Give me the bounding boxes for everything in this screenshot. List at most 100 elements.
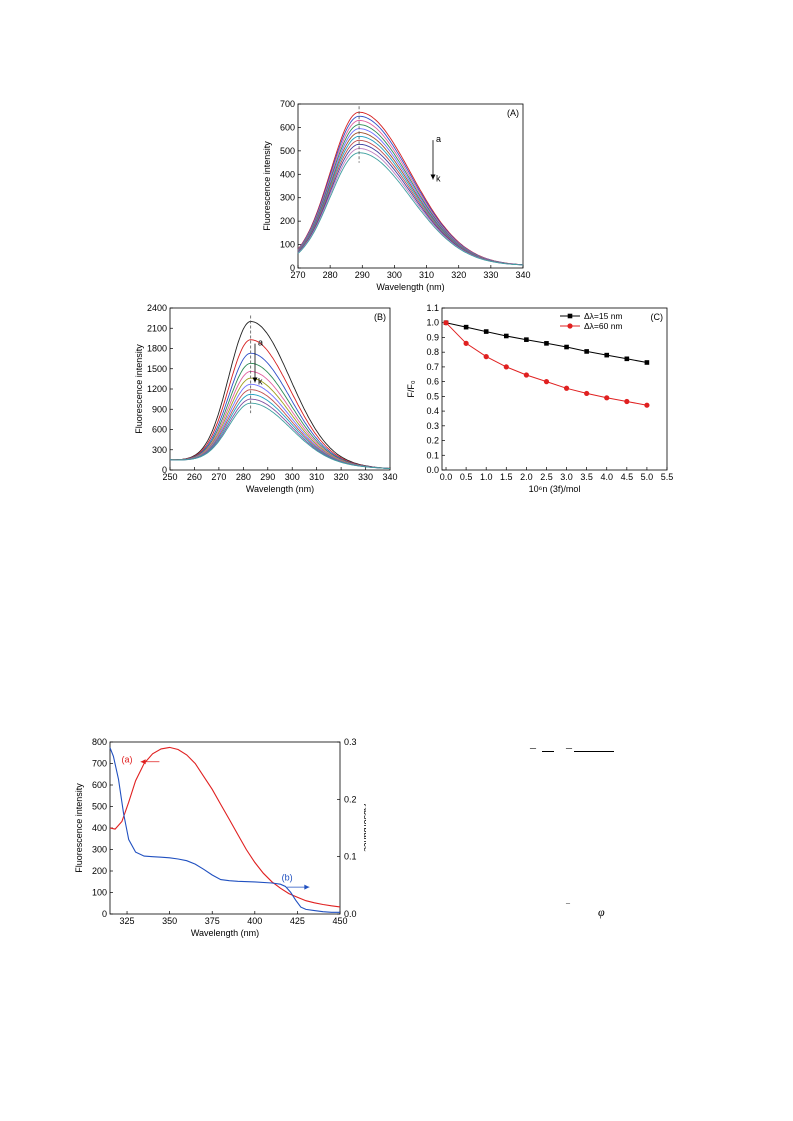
- y-tick-label: 0.4: [426, 406, 439, 416]
- x-tick-label: 4.5: [621, 472, 634, 482]
- data-point: [564, 344, 569, 350]
- x-tick-label: 270: [211, 472, 226, 482]
- spectrum-line: [297, 152, 524, 266]
- y-tick-label: 0.7: [426, 362, 439, 372]
- spectrum-line: [297, 143, 524, 266]
- x-axis-label: Wavelength (nm): [246, 484, 314, 494]
- x-tick-label: 400: [247, 916, 262, 926]
- x-tick-label: 330: [358, 472, 373, 482]
- y-tick-label: 1.0: [426, 318, 439, 328]
- y-tick-label: 600: [280, 122, 295, 132]
- y-axis-label: Fluorescence intensity: [74, 783, 84, 873]
- x-axis-label: Wavelength (nm): [191, 928, 259, 938]
- dash-fragment: –: [566, 740, 572, 754]
- plot-frame: [441, 307, 668, 471]
- panel-label: (B): [374, 312, 386, 322]
- arrow-head: [252, 377, 258, 383]
- panel-label: (A): [507, 108, 519, 118]
- data-point: [644, 402, 650, 408]
- data-point: [503, 333, 509, 339]
- y-tick-label: 700: [92, 759, 107, 769]
- y-tick-label: 0.8: [426, 347, 439, 357]
- data-point: [463, 324, 469, 330]
- x-tick-label: 1.0: [480, 472, 493, 482]
- y-tick-label: 0.3: [426, 421, 439, 431]
- arrow-label-k: k: [436, 173, 441, 183]
- data-point: [524, 337, 529, 342]
- data-point: [523, 372, 529, 378]
- y-axis-label: Fluorescence intensity: [262, 141, 272, 231]
- fraction-rule: [574, 751, 614, 752]
- data-point: [604, 395, 610, 401]
- x-tick-label: 3.5: [580, 472, 593, 482]
- fraction-rule: [542, 751, 554, 752]
- y-tick-label: 800: [92, 737, 107, 747]
- legend-marker: [567, 313, 573, 319]
- data-point: [584, 349, 589, 354]
- data-point: [543, 379, 550, 385]
- dash-fragment: –: [530, 740, 536, 754]
- y-tick-label: 0.1: [426, 450, 439, 460]
- spectrum-line: [170, 402, 390, 469]
- y-right-tick-label: 0.2: [344, 794, 357, 804]
- x-tick-label: 340: [515, 270, 530, 280]
- x-tick-label: 340: [382, 472, 397, 482]
- chart-c: 0.0 0.5 1.0 1.5 2.0 2.5 3.0 3.5 4.0 4.5 5.0 5.5 0.0 0…: [406, 303, 673, 494]
- arrow-b-head: [304, 884, 310, 890]
- y-tick-label: 600: [92, 780, 107, 790]
- y-tick-label: 200: [92, 866, 107, 876]
- x-tick-label: 300: [285, 472, 300, 482]
- spectrum-line: [170, 339, 391, 469]
- data-point: [624, 398, 630, 405]
- y-tick-label: 0.0: [426, 465, 439, 475]
- x-tick-label: 4.0: [600, 472, 613, 482]
- x-axis-label: 10⁶n (3f)/mol: [529, 484, 581, 494]
- legend-entry: Δλ=15 nm: [584, 311, 623, 321]
- x-tick-label: 280: [323, 270, 338, 280]
- x-tick-label: 270: [290, 270, 305, 280]
- x-tick-label: 2.0: [520, 472, 533, 482]
- y-tick-label: 400: [92, 823, 107, 833]
- y-tick-label: 2100: [147, 323, 167, 333]
- x-tick-label: 290: [260, 472, 275, 482]
- x-tick-label: 2.5: [540, 472, 553, 482]
- x-tick-label: 0.0: [440, 472, 453, 482]
- data-point: [483, 354, 489, 360]
- x-axis-label: Wavelength (nm): [376, 282, 444, 292]
- y-tick-label: 0.5: [426, 391, 439, 401]
- chart-b: 250 260 270 280 290 300 310 320 330 340 0 300 600 900…: [134, 303, 398, 494]
- x-tick-label: 290: [355, 270, 370, 280]
- series-label-b: (b): [282, 873, 293, 883]
- y-tick-label: 500: [280, 146, 295, 156]
- y-tick-label: 0: [102, 909, 107, 919]
- arrow-label-a: a: [258, 338, 263, 348]
- y-tick-label: 0.2: [426, 436, 439, 446]
- x-tick-label: 250: [162, 472, 177, 482]
- data-point: [443, 320, 449, 326]
- x-tick-label: 0.5: [460, 472, 473, 482]
- y-tick-label: 100: [92, 888, 107, 898]
- spectrum-line: [297, 132, 524, 266]
- x-tick-label: 260: [187, 472, 202, 482]
- chart-d: 325 350 375 400 425 450 0 100 200 300 400 500 600 700…: [74, 737, 366, 938]
- x-tick-label: 330: [483, 270, 498, 280]
- y-axis-label: F/F₀: [406, 380, 416, 397]
- y-tick-label: 200: [280, 216, 295, 226]
- y-tick-label: 1800: [147, 344, 167, 354]
- y-right-tick-label: 0.0: [344, 909, 357, 919]
- spectrum-line: [297, 139, 524, 266]
- arrow-label-a: a: [436, 134, 441, 144]
- data-point: [503, 364, 509, 370]
- x-tick-label: 3.0: [560, 472, 573, 482]
- y-tick-label: 0.6: [426, 377, 439, 387]
- phi-symbol: φ: [598, 905, 605, 919]
- data-point: [604, 352, 610, 358]
- x-tick-label: 375: [205, 916, 220, 926]
- series-line: [445, 322, 647, 406]
- y-right-axis-label: Absorbance: [362, 804, 366, 852]
- y-tick-label: 1.1: [426, 303, 439, 313]
- x-tick-label: 310: [419, 270, 434, 280]
- spectrum-line: [170, 398, 390, 469]
- y-tick-label: 300: [152, 445, 167, 455]
- data-point: [644, 360, 650, 365]
